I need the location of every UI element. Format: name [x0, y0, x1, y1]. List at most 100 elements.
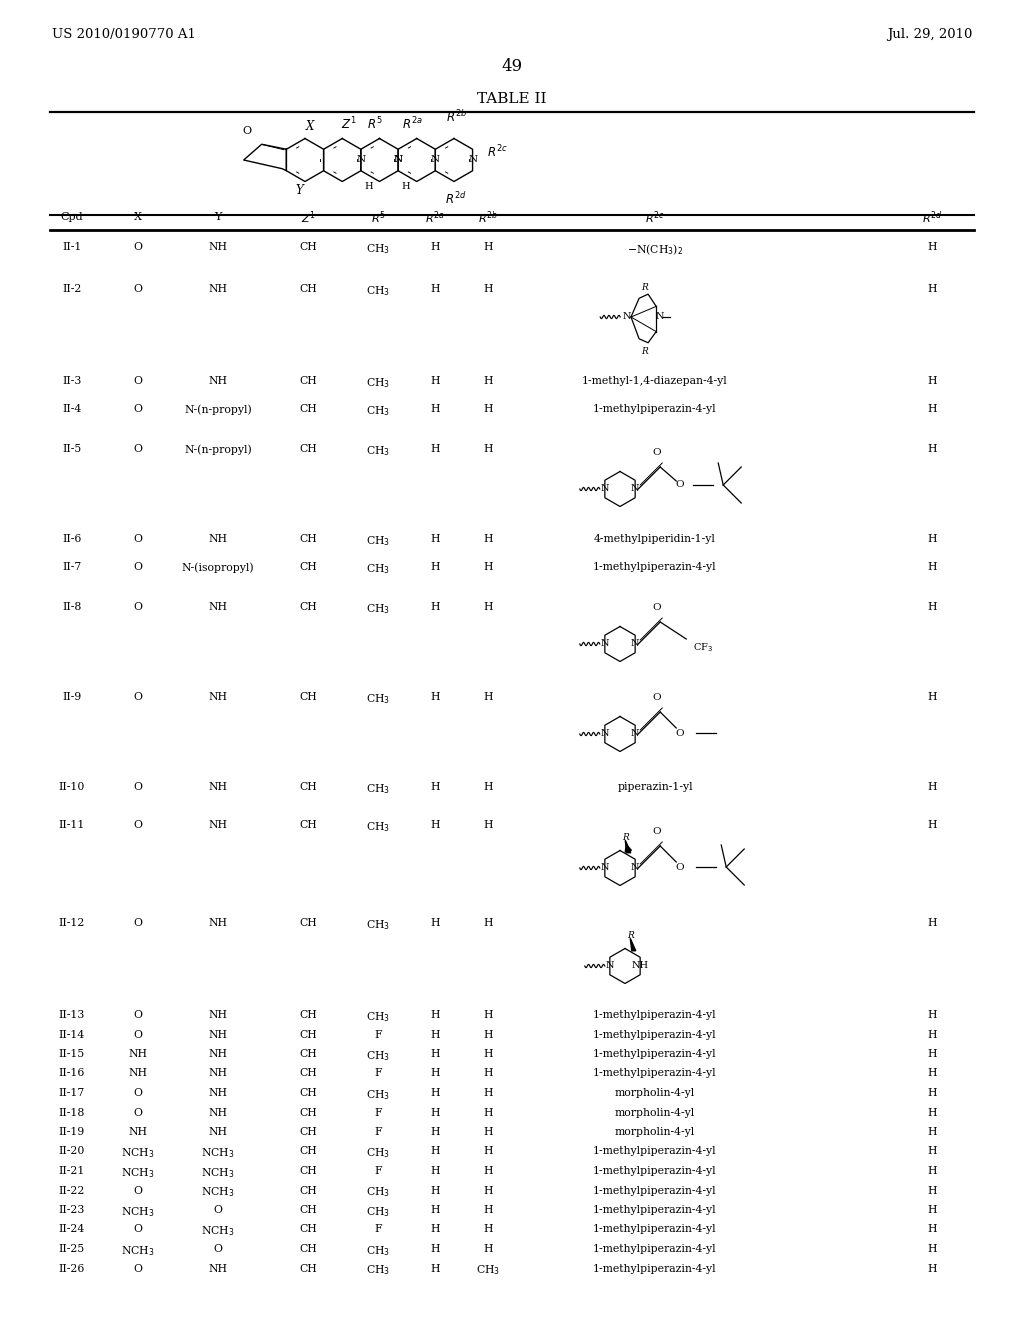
Text: H: H — [430, 284, 439, 294]
Text: H: H — [928, 284, 937, 294]
Text: H: H — [483, 781, 493, 792]
Text: N: N — [393, 156, 402, 165]
Text: H: H — [483, 1205, 493, 1214]
Text: CH: CH — [299, 602, 316, 612]
Text: N: N — [393, 156, 402, 165]
Text: II-19: II-19 — [58, 1127, 85, 1137]
Text: O: O — [133, 1225, 142, 1234]
Text: $R^{2b}$: $R^{2b}$ — [445, 108, 467, 124]
Text: CH: CH — [299, 820, 316, 830]
Text: II-13: II-13 — [58, 1010, 85, 1020]
Text: N: N — [605, 961, 614, 970]
Text: X: X — [306, 120, 314, 132]
Text: O: O — [133, 692, 142, 702]
Text: O: O — [675, 862, 684, 871]
Text: H: H — [928, 1049, 937, 1059]
Text: CH$_3$: CH$_3$ — [366, 692, 390, 706]
Text: II-17: II-17 — [58, 1088, 85, 1098]
Text: II-14: II-14 — [58, 1030, 85, 1040]
Text: H: H — [483, 1147, 493, 1156]
Text: H: H — [928, 1088, 937, 1098]
Text: $R^{2d}$: $R^{2d}$ — [445, 191, 467, 207]
Text: H: H — [430, 1127, 439, 1137]
Text: II-24: II-24 — [58, 1225, 85, 1234]
Text: CH: CH — [299, 404, 316, 414]
Text: O: O — [133, 1107, 142, 1118]
Text: H: H — [928, 1147, 937, 1156]
Text: O: O — [133, 1030, 142, 1040]
Text: Y: Y — [214, 213, 221, 223]
Text: CH: CH — [299, 1127, 316, 1137]
Text: H: H — [483, 692, 493, 702]
Text: $Z^1$: $Z^1$ — [301, 209, 315, 226]
Text: II-18: II-18 — [58, 1107, 85, 1118]
Text: R: R — [641, 282, 648, 292]
Text: N: N — [600, 863, 609, 873]
Text: H: H — [928, 1185, 937, 1196]
Text: N-(n-propyl): N-(n-propyl) — [184, 444, 252, 454]
Text: CH$_3$: CH$_3$ — [366, 1243, 390, 1258]
Text: CH: CH — [299, 692, 316, 702]
Text: F: F — [374, 1225, 382, 1234]
Text: 1-methylpiperazin-4-yl: 1-methylpiperazin-4-yl — [593, 562, 717, 572]
Text: H: H — [483, 1166, 493, 1176]
Text: CH$_3$: CH$_3$ — [366, 1049, 390, 1063]
Text: II-22: II-22 — [58, 1185, 85, 1196]
Text: NH: NH — [209, 284, 227, 294]
Text: CH: CH — [299, 1263, 316, 1274]
Text: CH$_3$: CH$_3$ — [366, 242, 390, 256]
Text: O: O — [133, 376, 142, 385]
Text: $R^5$: $R^5$ — [371, 209, 385, 226]
Text: CH: CH — [299, 1185, 316, 1196]
Text: $R^5$: $R^5$ — [368, 116, 383, 132]
Text: H: H — [430, 1049, 439, 1059]
Text: N: N — [655, 313, 664, 322]
Text: H: H — [928, 404, 937, 414]
Text: morpholin-4-yl: morpholin-4-yl — [614, 1107, 695, 1118]
Text: CH$_3$: CH$_3$ — [366, 404, 390, 418]
Text: N: N — [631, 730, 639, 738]
Text: O: O — [675, 729, 684, 738]
Text: II-25: II-25 — [58, 1243, 85, 1254]
Text: O: O — [242, 127, 251, 136]
Text: II-11: II-11 — [58, 820, 85, 830]
Text: CH: CH — [299, 1010, 316, 1020]
Text: 1-methylpiperazin-4-yl: 1-methylpiperazin-4-yl — [593, 404, 717, 414]
Text: 1-methylpiperazin-4-yl: 1-methylpiperazin-4-yl — [593, 1049, 717, 1059]
Text: NH: NH — [209, 1263, 227, 1274]
Text: H: H — [483, 444, 493, 454]
Text: II-23: II-23 — [58, 1205, 85, 1214]
Text: CH$_3$: CH$_3$ — [366, 1010, 390, 1024]
Text: F: F — [374, 1107, 382, 1118]
Text: II-15: II-15 — [58, 1049, 85, 1059]
Text: 1-methylpiperazin-4-yl: 1-methylpiperazin-4-yl — [593, 1010, 717, 1020]
Text: NH: NH — [209, 820, 227, 830]
Text: II-2: II-2 — [62, 284, 82, 294]
Text: H: H — [430, 1185, 439, 1196]
Text: N: N — [600, 730, 609, 738]
Text: H: H — [483, 1243, 493, 1254]
Text: II-16: II-16 — [58, 1068, 85, 1078]
Text: O: O — [133, 1010, 142, 1020]
Text: O: O — [133, 1088, 142, 1098]
Text: R: R — [622, 833, 629, 842]
Text: 1-methylpiperazin-4-yl: 1-methylpiperazin-4-yl — [593, 1030, 717, 1040]
Text: O: O — [652, 447, 660, 457]
Text: 1-methylpiperazin-4-yl: 1-methylpiperazin-4-yl — [593, 1147, 717, 1156]
Text: piperazin-1-yl: piperazin-1-yl — [617, 781, 693, 792]
Text: $R^{2d}$: $R^{2d}$ — [922, 209, 942, 226]
Text: H: H — [365, 182, 373, 190]
Text: NCH$_3$: NCH$_3$ — [201, 1166, 234, 1180]
Text: F: F — [374, 1068, 382, 1078]
Text: CH: CH — [299, 1225, 316, 1234]
Text: H: H — [483, 1225, 493, 1234]
Text: O: O — [213, 1243, 222, 1254]
Text: $R^{2c}$: $R^{2c}$ — [487, 144, 508, 161]
Text: II-6: II-6 — [62, 535, 82, 544]
Polygon shape — [626, 841, 631, 853]
Text: II-12: II-12 — [58, 917, 85, 928]
Text: H: H — [430, 1010, 439, 1020]
Text: H: H — [401, 182, 411, 190]
Text: 49: 49 — [502, 58, 522, 75]
Text: O: O — [133, 284, 142, 294]
